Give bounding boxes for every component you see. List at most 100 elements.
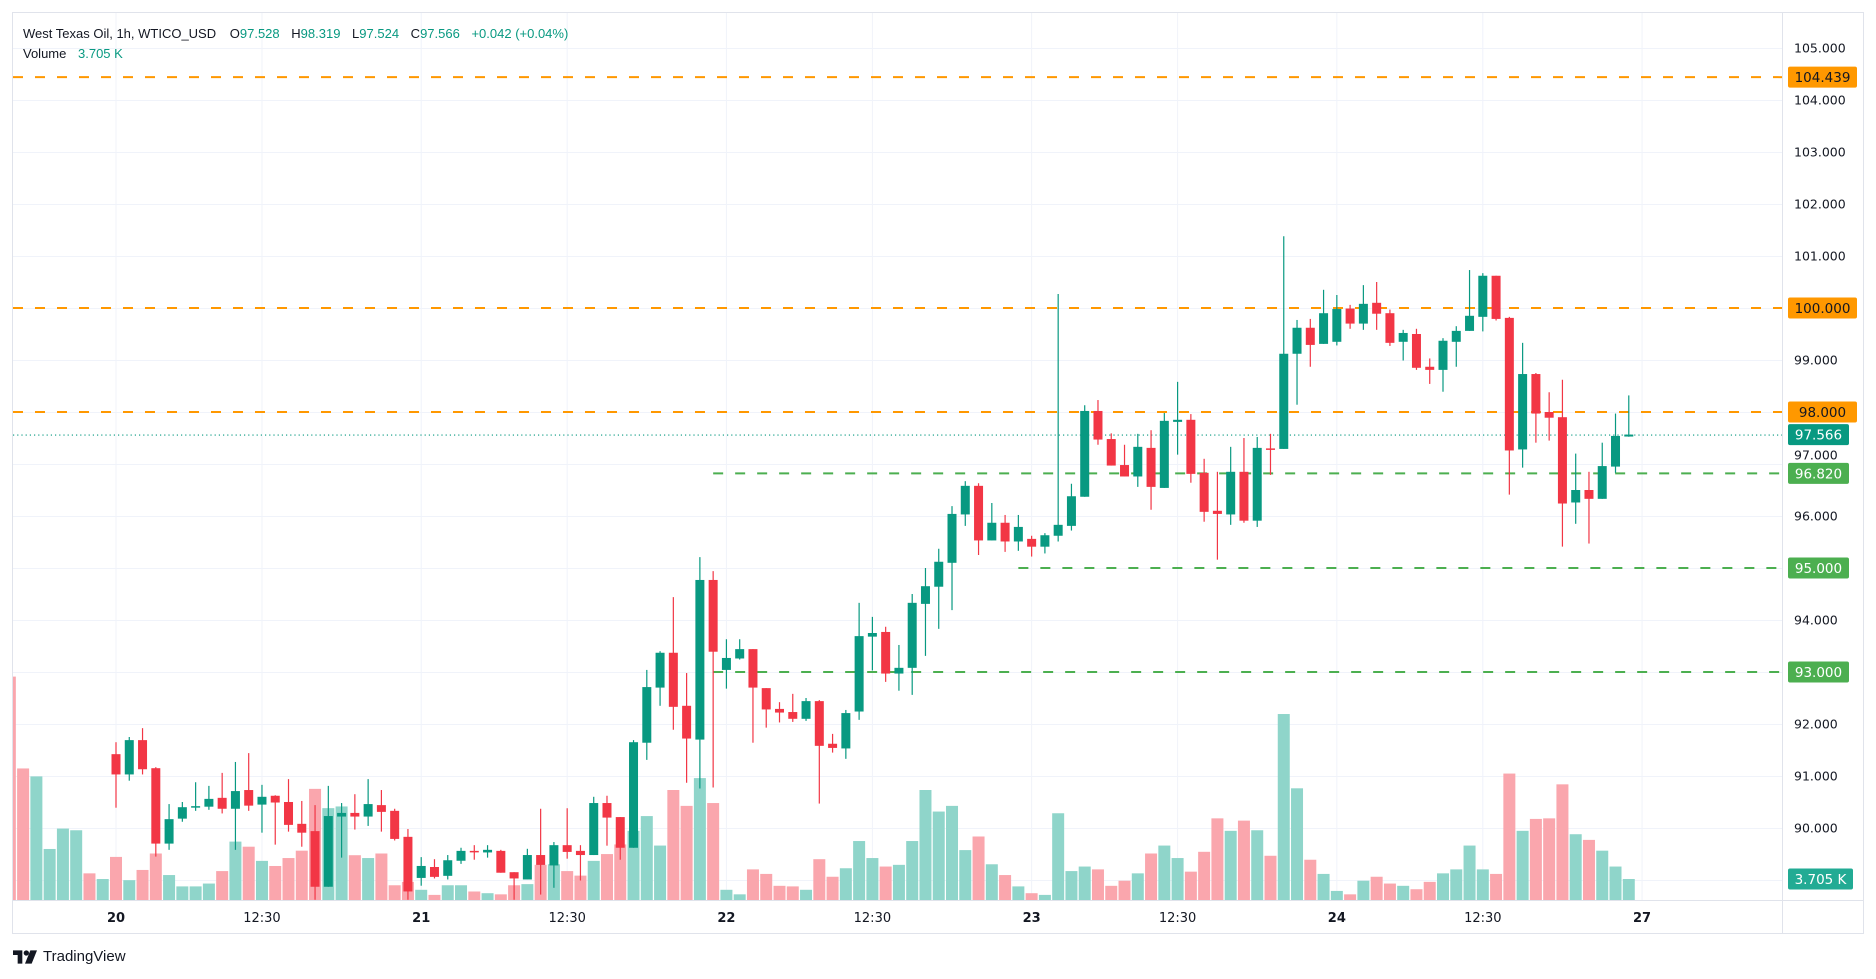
volume-bar [1556, 784, 1569, 900]
legend-volume-row: Volume 3.705 K [23, 44, 568, 64]
candle-body [775, 708, 784, 713]
candle-body [1199, 472, 1209, 512]
time-tick-label: 12:30 [1464, 911, 1501, 926]
volume-bar [786, 886, 799, 900]
close-label: C [410, 26, 421, 41]
volume-bar [428, 894, 441, 900]
volume-bar [348, 855, 361, 900]
candle-body [642, 687, 652, 743]
volume-value: 3.705 K [78, 46, 123, 61]
tradingview-logo[interactable]: TradingView [13, 948, 126, 965]
candle-body [1186, 419, 1196, 474]
candle-body [854, 636, 864, 712]
volume-bar [654, 845, 667, 900]
level-badge-label: 93.000 [1795, 665, 1842, 681]
volume-label[interactable]: Volume [23, 46, 67, 61]
volume-bar [362, 858, 375, 900]
candle-body [1093, 410, 1103, 440]
legend: West Texas Oil, 1h, WTICO_USD O97.528 H9… [23, 24, 568, 64]
candle-body [1398, 332, 1408, 342]
volume-bar [1105, 885, 1118, 900]
tradingview-logo-icon [13, 949, 37, 964]
volume-bar [1490, 873, 1503, 900]
volume-bar [1237, 820, 1250, 900]
last-price-badge-label: 97.566 [1795, 428, 1842, 444]
volume-bar [1184, 871, 1197, 900]
volume-bar [773, 885, 786, 900]
candle-body [974, 485, 984, 541]
volume-bar [1476, 869, 1489, 900]
price-tick-label: 97.000 [1794, 448, 1838, 463]
volume-bar [1357, 880, 1370, 900]
price-tick-label: 94.000 [1794, 613, 1838, 628]
level-badge [1788, 297, 1857, 319]
volume-bar [839, 868, 852, 900]
candle-body [1624, 434, 1634, 437]
candle-body [323, 816, 333, 887]
symbol-title[interactable]: West Texas Oil, 1h, WTICO_USD [23, 26, 217, 41]
volume-bar [1317, 873, 1330, 900]
candle-body [1159, 420, 1169, 488]
high-label: H [291, 26, 301, 41]
candle-body [496, 850, 506, 873]
volume-bar [707, 803, 720, 900]
candle-body [1066, 496, 1076, 526]
legend-symbol-row: West Texas Oil, 1h, WTICO_USD O97.528 H9… [23, 24, 568, 44]
candle-body [164, 819, 174, 844]
candle-body [1040, 535, 1050, 547]
volume-bar [56, 828, 69, 900]
volume-bar [946, 805, 959, 900]
candle-body [894, 667, 904, 674]
candle-body [575, 850, 585, 856]
candle-body [1173, 419, 1183, 422]
price-tick-label: 90.000 [1794, 821, 1838, 836]
volume-bar [1065, 871, 1078, 900]
volume-bar [1224, 830, 1237, 900]
time-tick-label: 12:30 [548, 911, 585, 926]
price-tick-label: 96.000 [1794, 509, 1838, 524]
candle-body [668, 652, 678, 707]
level-badge-label: 98.000 [1799, 405, 1846, 421]
candle-body [1332, 309, 1342, 342]
candle-body [138, 740, 148, 770]
candle-body [1544, 412, 1554, 418]
volume-bar [269, 865, 282, 900]
candle-body [907, 602, 917, 668]
volume-bar [760, 873, 773, 900]
volume-bar [1038, 894, 1051, 900]
price-axis[interactable]: 90.000 91.000 92.000 94.000 96.000 97.000 99.0… [1794, 41, 1846, 836]
candle-body [1465, 315, 1475, 331]
volume-series [13, 676, 1635, 900]
volume-bar [1330, 890, 1343, 900]
candle-body [1027, 538, 1037, 547]
level-badge [1788, 661, 1849, 683]
level-badge [1788, 401, 1857, 423]
volume-bar [1410, 889, 1423, 900]
volume-bar [1078, 866, 1091, 900]
candle-body [1106, 439, 1116, 466]
volume-bar [680, 805, 693, 900]
candle-body [788, 712, 798, 719]
candle-body [1425, 366, 1435, 370]
volume-bar [163, 875, 176, 900]
volume-bar [70, 830, 83, 900]
candle-body [111, 754, 121, 775]
volume-bar [1251, 830, 1264, 900]
volume-bar [959, 850, 972, 900]
time-tick-label: 24 [1328, 911, 1346, 926]
volume-bar [1423, 881, 1436, 900]
candle-body [257, 796, 267, 805]
candle-body [217, 797, 227, 809]
close-value: 97.566 [420, 26, 460, 41]
volume-bar [229, 841, 242, 900]
candle-body [695, 579, 705, 740]
volume-bar [1025, 893, 1038, 900]
time-tick-label: 12:30 [243, 911, 280, 926]
volume-bar [1383, 883, 1396, 900]
time-axis[interactable]: 20 12:30 21 12:30 22 12:30 23 12:30 24 12:30 27 [107, 911, 1651, 926]
candle-body [748, 649, 758, 688]
candle-body [721, 657, 731, 670]
candle-body [1279, 353, 1289, 449]
volume-bar [30, 776, 43, 900]
